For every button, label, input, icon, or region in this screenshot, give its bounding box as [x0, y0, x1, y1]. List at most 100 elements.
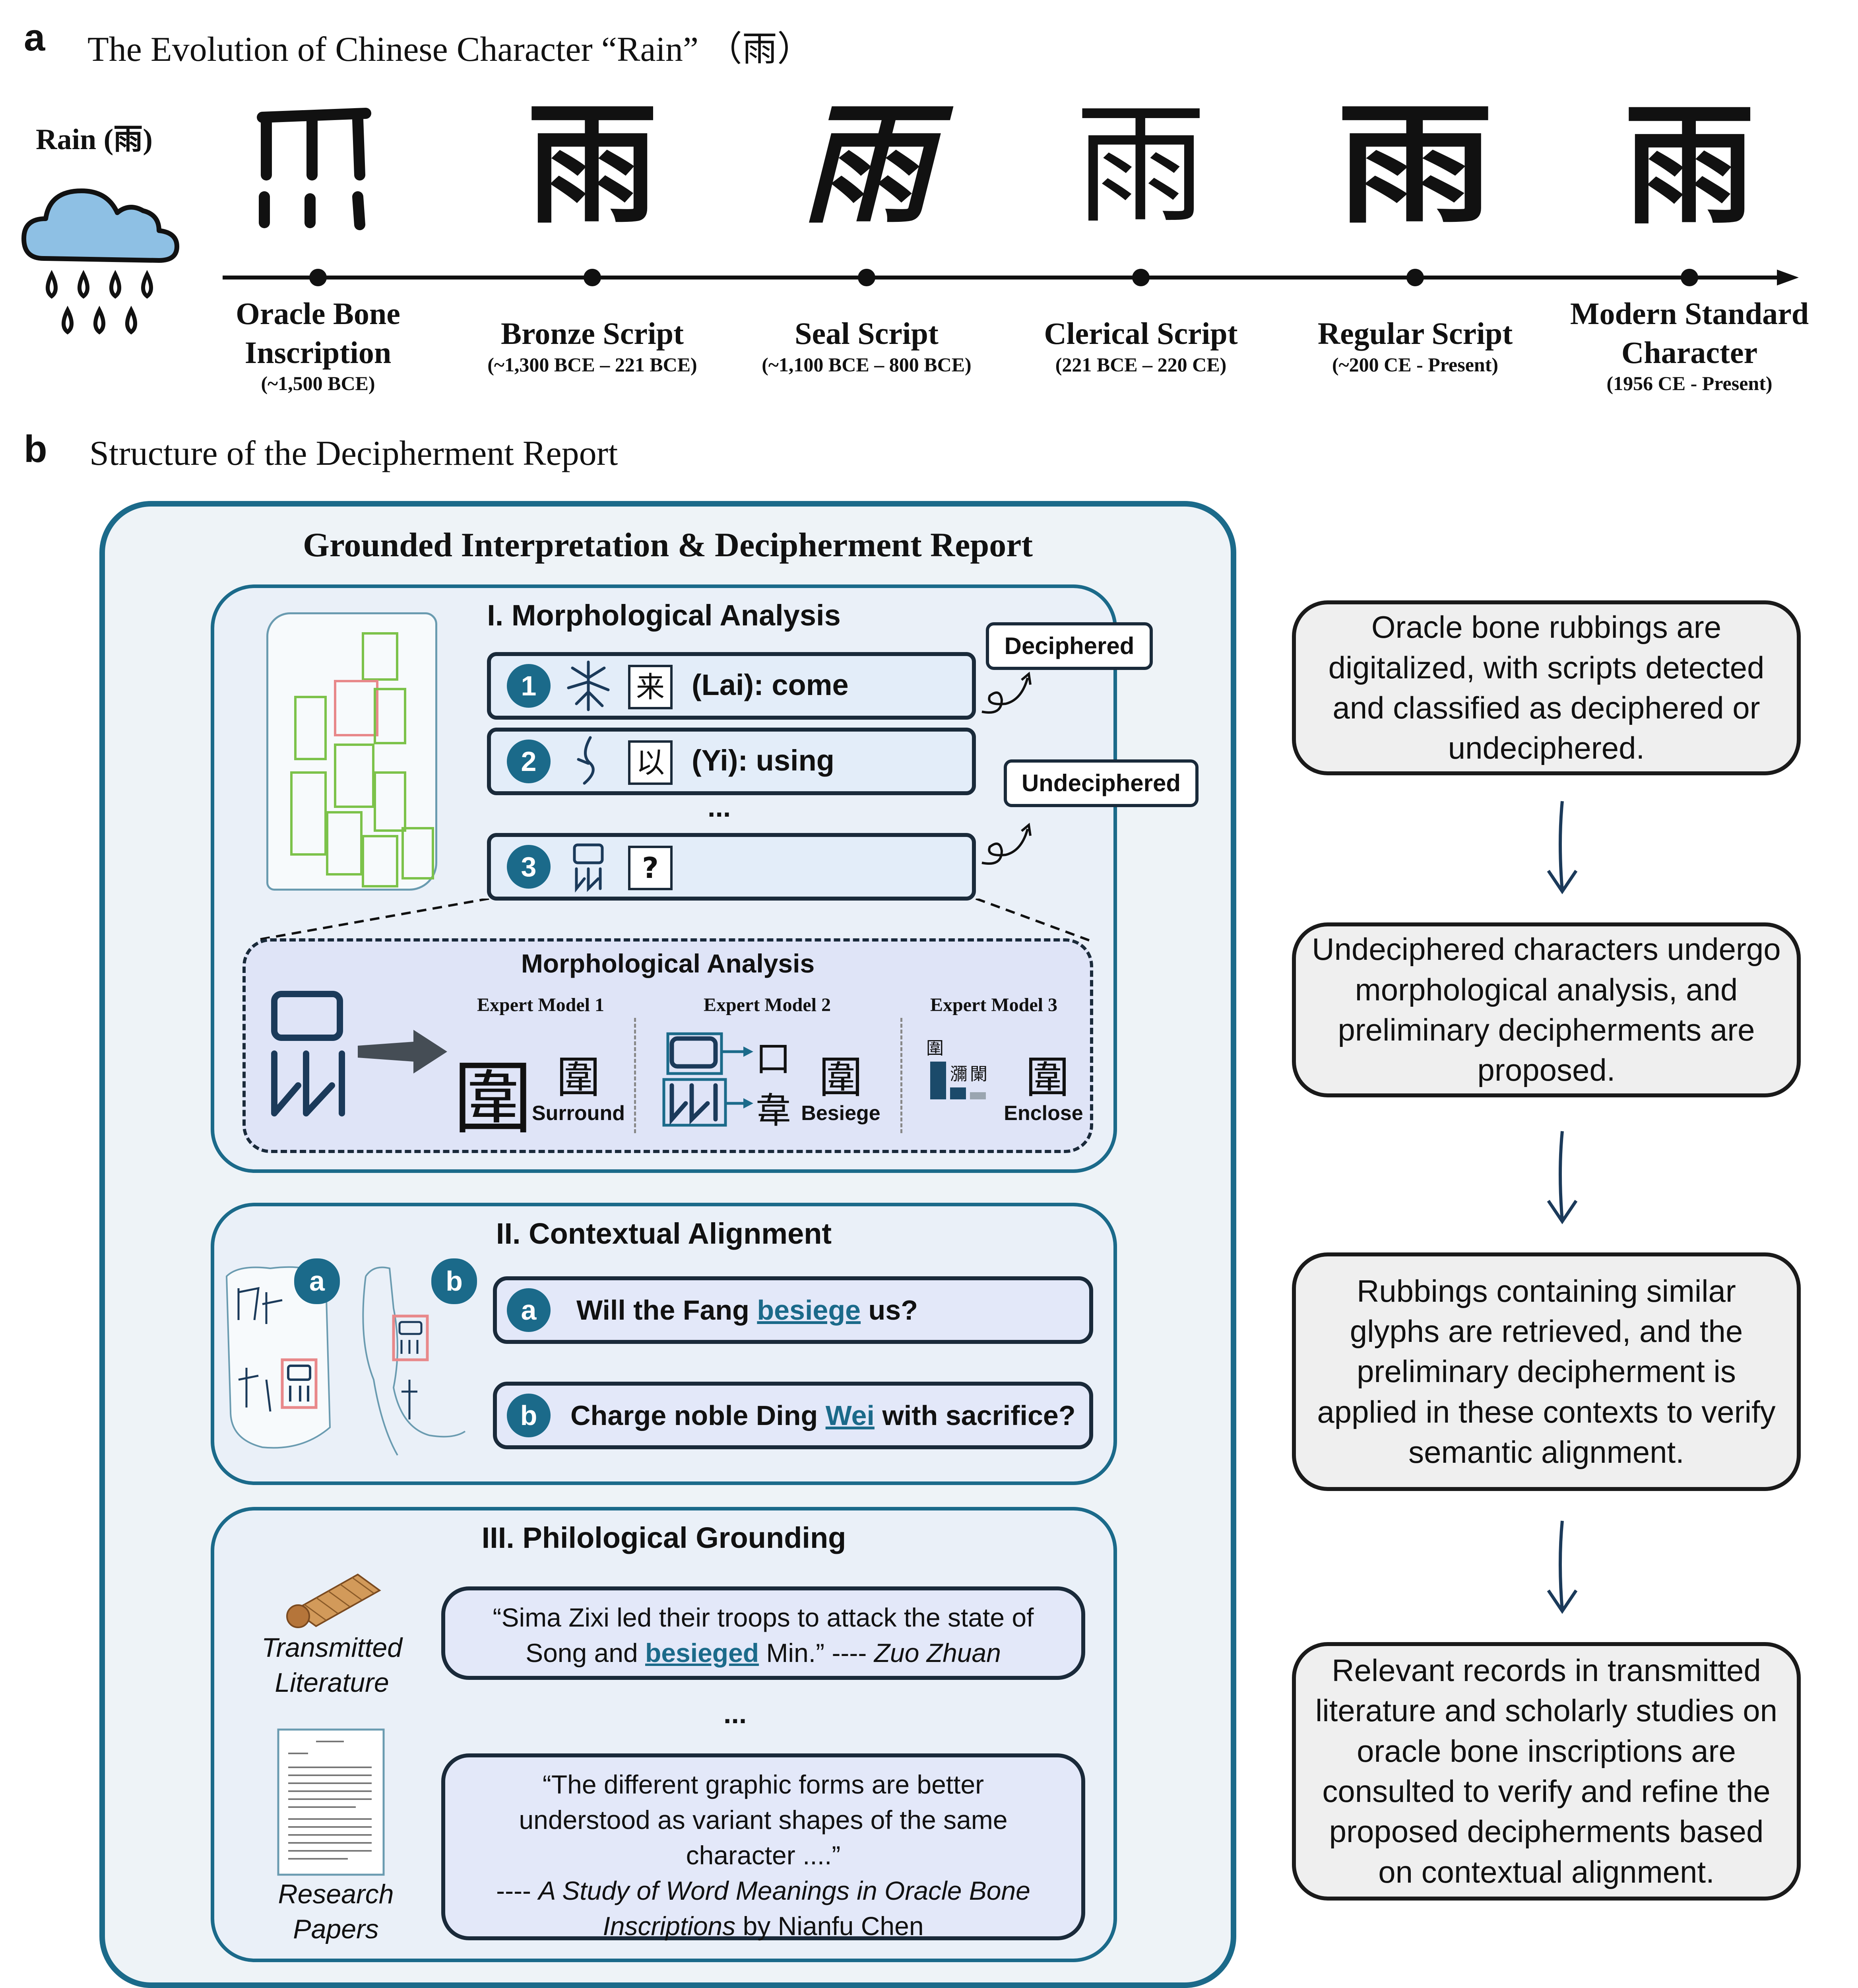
bamboo-scroll-icon	[286, 1573, 381, 1628]
expert-model-2-label: Expert Model 2	[704, 994, 831, 1015]
component-kou: 口	[755, 1038, 791, 1080]
expert-model-2-caption: Besiege	[801, 1102, 881, 1125]
detected-glyph-box	[401, 827, 434, 879]
context-rubbing-a	[225, 1266, 331, 1449]
question-keyword: Wei	[825, 1400, 875, 1431]
script-date: (~1,500 BCE)	[261, 372, 375, 394]
zoom-dashed-lines	[254, 899, 1090, 942]
script-name: Modern Standard	[1570, 296, 1809, 331]
detected-glyph-box	[374, 688, 406, 744]
oracle-bone-rubbing	[258, 612, 437, 891]
timeline-label-seal: Seal Script (~1,100 BCE – 800 BCE)	[727, 314, 1006, 376]
label-line: Research	[278, 1879, 394, 1909]
probability-bar-3	[970, 1092, 986, 1099]
modern-standard-glyph: 雨	[1624, 88, 1755, 242]
candidate-char-3: 闌	[970, 1064, 987, 1084]
quote-line: Inscriptions by Nianfu Chen	[445, 1908, 1081, 1944]
paper-quote: “The different graphic forms are better …	[441, 1753, 1085, 1941]
question-b-text: Charge noble Ding Wei with sacrifice?	[570, 1400, 1076, 1431]
rain-label: Rain (雨)	[36, 123, 153, 156]
step-3-box: Rubbings containing similar glyphs are r…	[1292, 1252, 1801, 1491]
candidate-char-2: 瀰	[950, 1064, 968, 1084]
detected-glyph-box	[326, 811, 363, 876]
detected-glyph-box	[294, 696, 327, 760]
deciphered-tag: Deciphered	[986, 622, 1153, 670]
detected-glyph-box	[290, 771, 327, 856]
curly-arrow-icon	[981, 823, 1032, 865]
probability-bar-2	[950, 1087, 966, 1099]
quote-text: Song and	[526, 1638, 645, 1668]
seal-script-glyph: 雨	[801, 89, 932, 241]
quote-keyword: besieged	[645, 1638, 759, 1668]
row-number-badge: 2	[507, 740, 551, 783]
component-wei: 韋	[755, 1090, 791, 1132]
regular-script-glyph: 雨	[1336, 89, 1494, 241]
script-name: Bronze Script	[500, 316, 684, 351]
undeciphered-tag: Undeciphered	[1004, 759, 1199, 807]
context-badge-a: a	[294, 1258, 340, 1304]
unknown-char-box: ?	[628, 846, 673, 890]
expert-model-3-caption: Enclose	[1004, 1102, 1083, 1125]
panel-a-letter: a	[24, 16, 45, 59]
script-name: Seal Script	[795, 316, 939, 351]
detected-glyph-box	[362, 835, 398, 887]
step-2-box: Undeciphered characters undergo morpholo…	[1292, 922, 1801, 1097]
row-deciphered-1	[487, 652, 976, 720]
undeciphered-glyph-box	[334, 680, 378, 736]
section1-title: I. Morphological Analysis	[487, 599, 841, 632]
expert-model-1-char: 圍	[557, 1052, 600, 1103]
script-name: Clerical Script	[1044, 316, 1238, 351]
quote-line: “Sima Zixi led their troops to attack th…	[493, 1603, 1034, 1632]
row-undeciphered-3	[487, 833, 976, 901]
quote-author: by Nianfu Chen	[735, 1911, 924, 1941]
undeciphered-glyph-large-icon	[271, 991, 345, 1116]
quote-source: Zuo Zhuan	[874, 1638, 1001, 1668]
right-arrow-icon	[358, 1030, 447, 1074]
probability-bar-1	[930, 1062, 946, 1099]
context-question-b	[493, 1382, 1093, 1449]
expert-model-3-label: Expert Model 3	[930, 994, 1057, 1015]
label-line: Transmitted	[262, 1633, 402, 1663]
quote-text: Min.” ----	[759, 1638, 874, 1668]
question-badge-b: b	[507, 1394, 551, 1437]
research-paper-icon	[277, 1728, 385, 1876]
quote-line: understood as variant shapes of the same	[519, 1805, 1008, 1835]
clerical-script-glyph: 雨	[1075, 89, 1206, 241]
context-rubbing-b	[362, 1266, 466, 1456]
script-name-line2: Character	[1621, 335, 1758, 370]
question-text: with sacrifice?	[874, 1400, 1076, 1431]
timeline-axis	[223, 269, 1799, 286]
row-meaning-yi: (Yi): using	[692, 744, 834, 777]
question-text: us?	[861, 1295, 918, 1326]
script-name-line2: Inscription	[244, 335, 392, 370]
detected-glyph-box	[374, 771, 406, 832]
quote-source: A Study of Word Meanings in Oracle Bone	[538, 1876, 1030, 1906]
model-divider	[900, 1018, 902, 1133]
component-decomposition-icon	[662, 1032, 753, 1127]
row-meaning-lai: (Lai): come	[692, 668, 849, 701]
step-1-box: Oracle bone rubbings are digitalized, wi…	[1292, 600, 1801, 775]
quote-line: Song and besieged Min.” ---- Zuo Zhuan	[445, 1635, 1081, 1671]
timeline-label-clerical: Clerical Script (221 BCE – 220 CE)	[1002, 314, 1280, 376]
expert-model-1-glyph: 圍	[453, 1052, 533, 1145]
bronze-script-glyph: 雨	[527, 89, 658, 241]
oracle-bone-rain-glyph	[257, 108, 371, 230]
step-4-box: Relevant records in transmitted literatu…	[1292, 1642, 1801, 1901]
oracle-glyph-wei-icon	[573, 843, 604, 893]
timeline-label-regular: Regular Script (~200 CE - Present)	[1276, 314, 1554, 376]
rain-cloud-icon	[21, 188, 179, 335]
context-badge-b: b	[431, 1258, 477, 1304]
question-text: Charge noble Ding	[570, 1400, 826, 1431]
transmitted-literature-label: Transmitted Literature	[239, 1630, 425, 1701]
detected-glyph-box	[334, 744, 374, 808]
panel-b-title: Structure of the Decipherment Report	[89, 434, 618, 473]
panel-a-title: The Evolution of Chinese Character “Rain…	[87, 30, 813, 69]
script-date: (~1,100 BCE – 800 BCE)	[762, 353, 972, 376]
script-name: Regular Script	[1317, 316, 1513, 351]
model-divider	[634, 1018, 636, 1133]
script-date: (221 BCE – 220 CE)	[1055, 353, 1227, 376]
rows-ellipsis: ...	[708, 792, 731, 823]
timeline-label-oracle-bone: Oracle Bone Inscription (~1,500 BCE)	[179, 294, 457, 395]
script-name: Oracle Bone	[236, 296, 400, 331]
quote-line: character ....”	[686, 1840, 841, 1870]
